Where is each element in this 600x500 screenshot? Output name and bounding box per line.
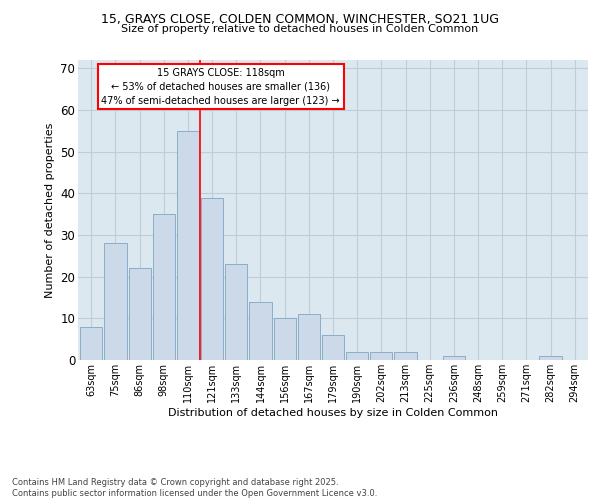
Bar bbox=[346, 352, 368, 360]
Text: 15 GRAYS CLOSE: 118sqm
← 53% of detached houses are smaller (136)
47% of semi-de: 15 GRAYS CLOSE: 118sqm ← 53% of detached… bbox=[101, 68, 340, 106]
Bar bbox=[128, 268, 151, 360]
Text: 15, GRAYS CLOSE, COLDEN COMMON, WINCHESTER, SO21 1UG: 15, GRAYS CLOSE, COLDEN COMMON, WINCHEST… bbox=[101, 12, 499, 26]
Bar bbox=[443, 356, 465, 360]
Bar bbox=[394, 352, 416, 360]
Bar bbox=[225, 264, 247, 360]
Bar bbox=[201, 198, 223, 360]
Bar bbox=[177, 131, 199, 360]
Text: Size of property relative to detached houses in Colden Common: Size of property relative to detached ho… bbox=[121, 24, 479, 34]
Bar bbox=[274, 318, 296, 360]
Bar bbox=[152, 214, 175, 360]
X-axis label: Distribution of detached houses by size in Colden Common: Distribution of detached houses by size … bbox=[168, 408, 498, 418]
Bar bbox=[298, 314, 320, 360]
Bar bbox=[370, 352, 392, 360]
Bar bbox=[80, 326, 103, 360]
Bar bbox=[104, 244, 127, 360]
Bar bbox=[322, 335, 344, 360]
Y-axis label: Number of detached properties: Number of detached properties bbox=[45, 122, 55, 298]
Text: Contains HM Land Registry data © Crown copyright and database right 2025.
Contai: Contains HM Land Registry data © Crown c… bbox=[12, 478, 377, 498]
Bar bbox=[539, 356, 562, 360]
Bar bbox=[250, 302, 272, 360]
